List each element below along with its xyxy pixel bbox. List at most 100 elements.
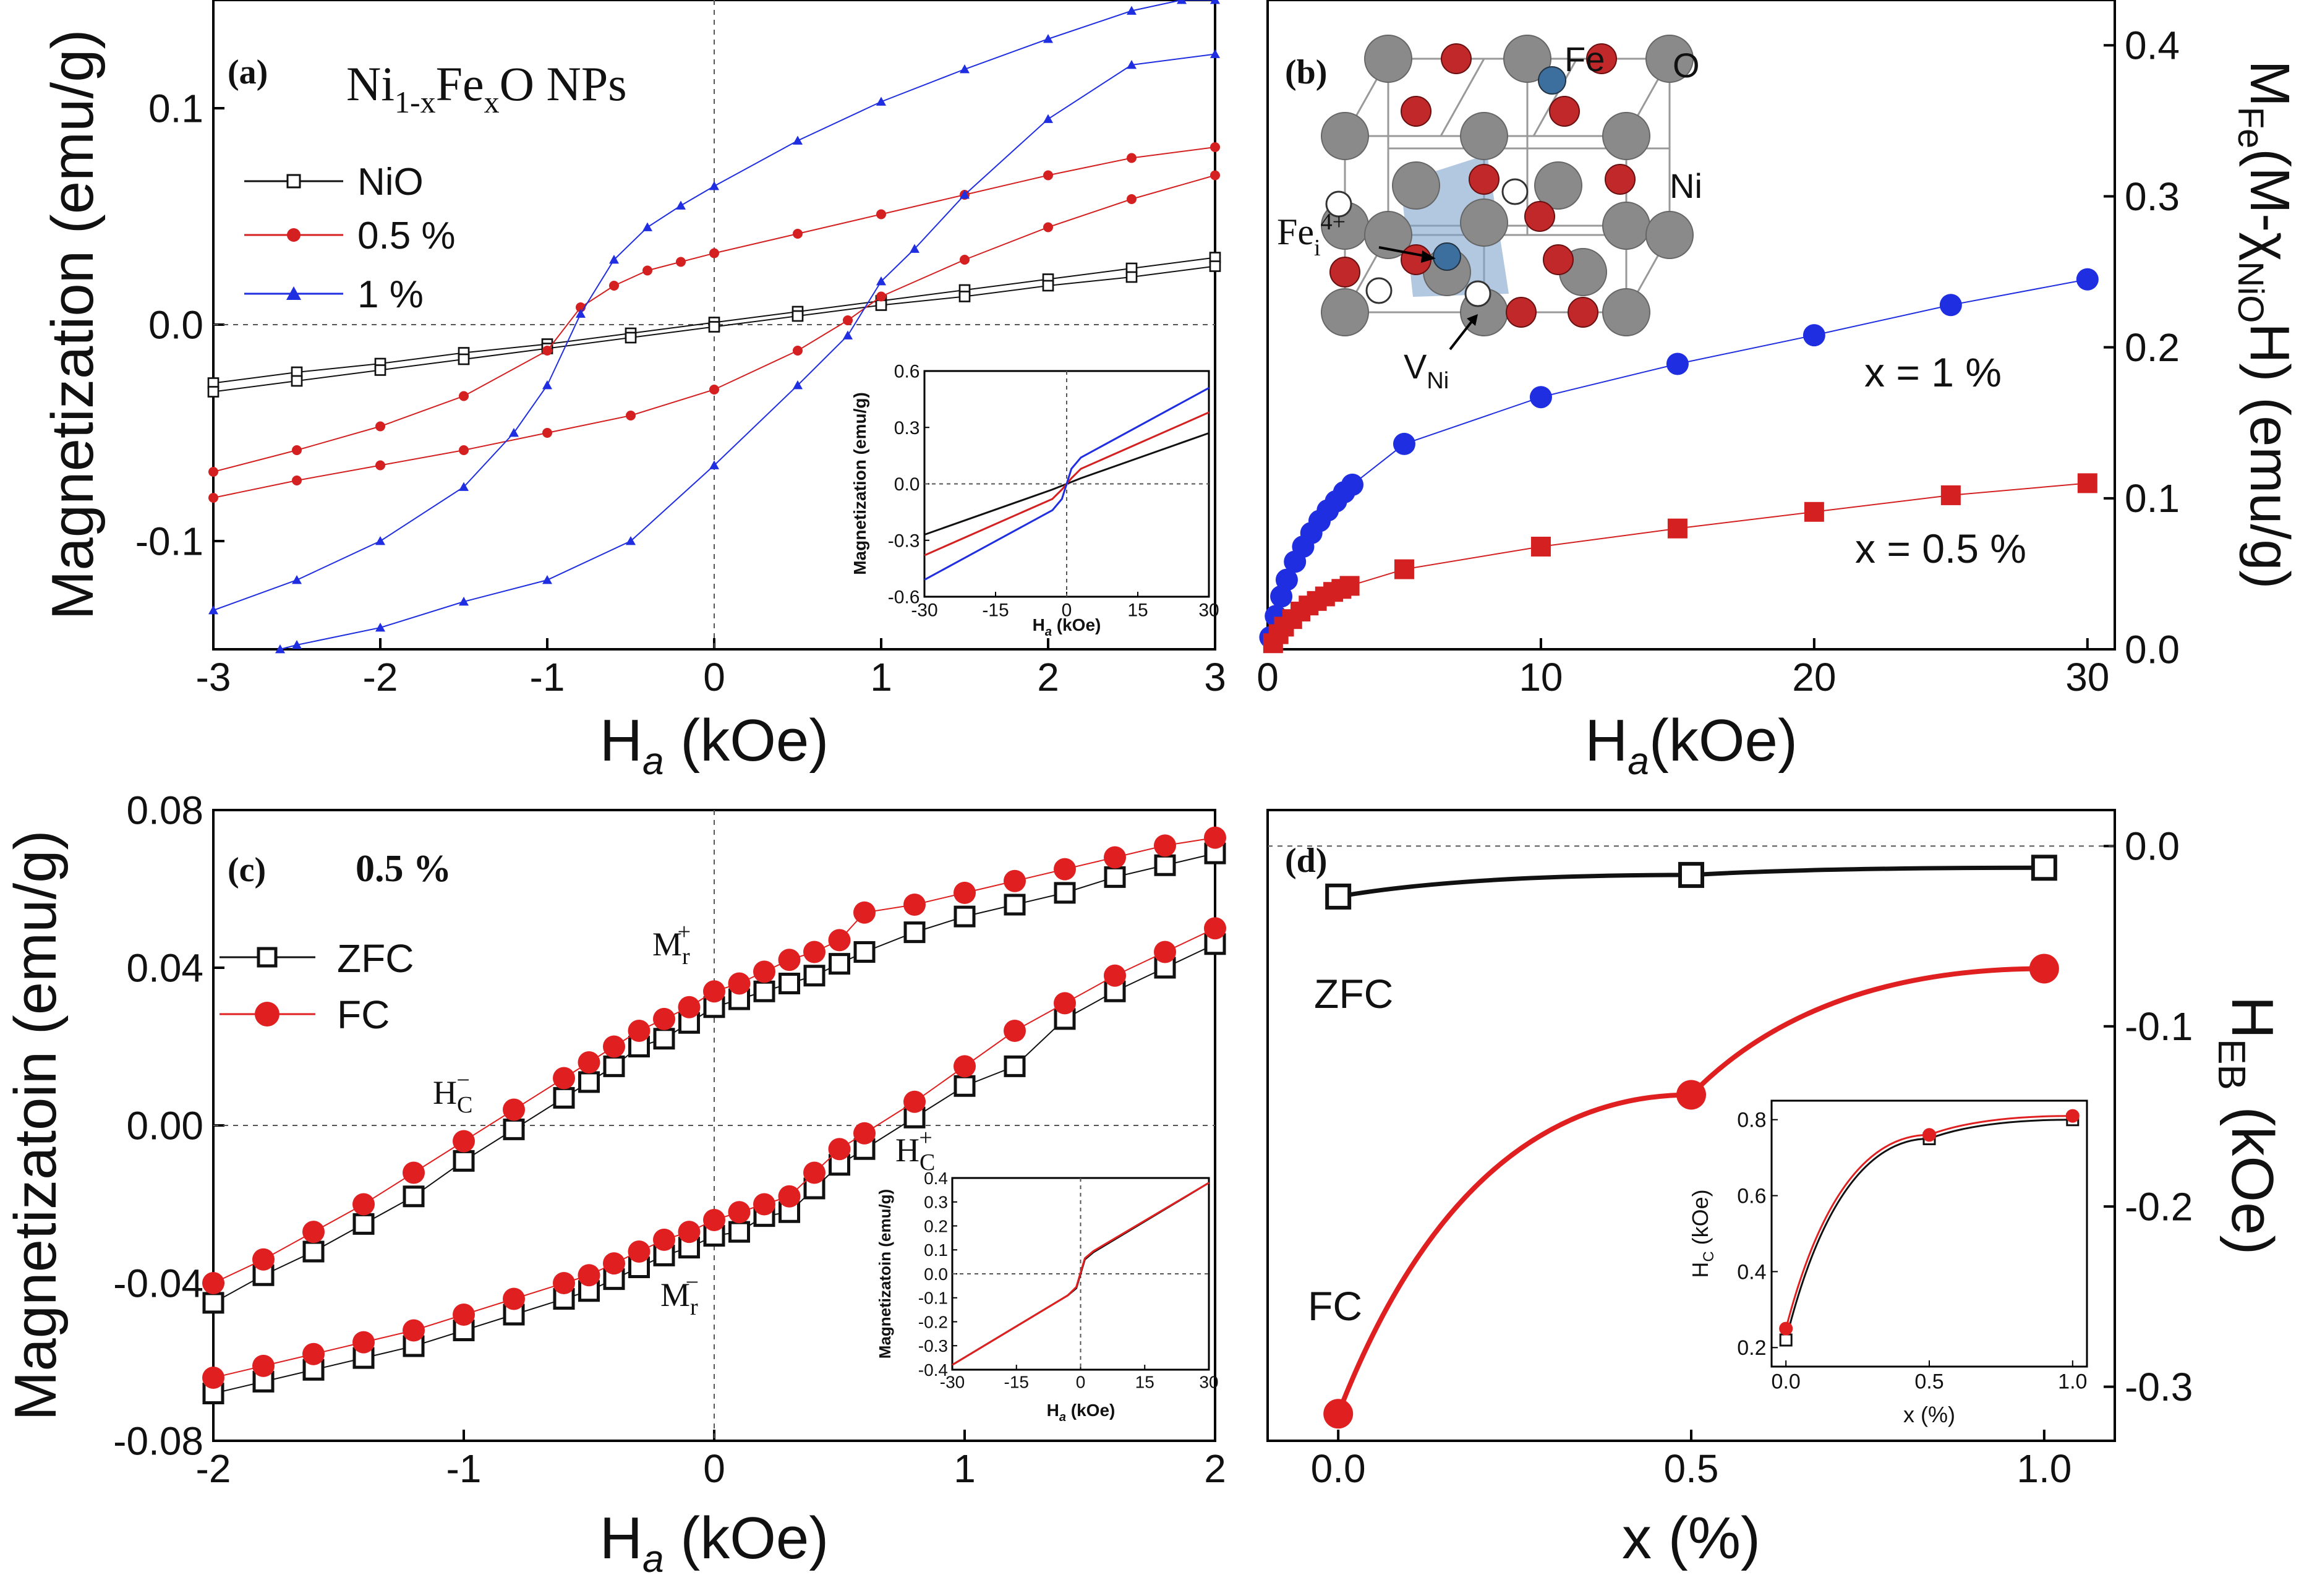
x-tick-label: 15 — [1135, 1372, 1154, 1391]
data-point — [603, 1252, 625, 1275]
x-tick-label: 1 — [954, 1446, 976, 1491]
x-tick-label: -2 — [363, 655, 398, 699]
data-point — [628, 1020, 651, 1042]
panel-c-plot: -2 -1 0 1 2-0.08-0.040.000.040.08 — [113, 788, 1226, 1491]
data-point — [252, 1354, 275, 1377]
fit-curve — [1336, 966, 2044, 1415]
data-point — [292, 575, 302, 584]
data-point — [553, 1272, 575, 1294]
data-point — [202, 1367, 224, 1389]
panel-c-label: (c) — [228, 851, 266, 889]
data-point — [553, 1086, 575, 1109]
data-point — [626, 536, 636, 545]
panel-c-inset-ylabel: Magnetizatoin (emu/g) — [876, 1189, 894, 1359]
y-tick-label: 0.08 — [126, 788, 203, 832]
data-point — [753, 1193, 775, 1216]
data-point — [709, 460, 719, 469]
y-tick-label: 0.8 — [1737, 1109, 1766, 1132]
data-point — [642, 222, 652, 231]
x-tick-label: -2 — [196, 1446, 231, 1491]
legend-label-0.5pct: 0.5 % — [357, 215, 456, 257]
ni-atom — [1602, 202, 1650, 250]
ni-atom — [1392, 161, 1440, 210]
panel-a-inset-ylabel: Magnetization (emu/g) — [850, 392, 869, 575]
panel-d-xlabel: x (%) — [1622, 1505, 1760, 1571]
label-hc-plus: HC+ — [895, 1125, 935, 1176]
data-point — [778, 949, 801, 971]
o-atom — [1441, 43, 1472, 74]
data-point — [903, 894, 926, 916]
y-tick-label: 0.2 — [924, 1216, 948, 1235]
y-tick-label: 0.04 — [126, 945, 203, 990]
lattice-edge — [1532, 58, 1578, 137]
ni-atom — [1364, 211, 1412, 259]
panel-a-annotation: Ni1-xFexO NPs — [346, 57, 627, 119]
y-tick-label: -0.3 — [888, 531, 920, 551]
data-point — [1043, 170, 1053, 181]
panel-a-label: (a) — [228, 53, 268, 92]
data-point — [853, 901, 876, 924]
y-tick-label: 0.2 — [2125, 325, 2180, 370]
data-point — [960, 255, 970, 265]
data-point — [1803, 324, 1825, 347]
legend-marker-1pct — [286, 286, 301, 300]
lattice-edge — [1440, 58, 1485, 137]
inset-data-point — [2065, 1109, 2080, 1123]
data-point — [503, 1287, 525, 1310]
x-tick-label: 30 — [1198, 600, 1219, 621]
data-point — [1004, 869, 1026, 892]
data-point — [503, 1098, 525, 1121]
data-point — [803, 1161, 826, 1184]
data-point — [459, 597, 469, 606]
data-point — [828, 929, 851, 952]
data-point — [375, 460, 385, 471]
data-point — [1804, 501, 1824, 522]
data-point — [352, 1213, 375, 1235]
data-point — [208, 605, 218, 615]
data-point — [576, 309, 586, 318]
legend-marker-zfc — [257, 947, 278, 968]
data-point — [678, 996, 701, 1018]
x-tick-label: 0 — [1257, 655, 1279, 699]
data-point — [793, 380, 803, 390]
data-point — [1104, 964, 1126, 987]
data-point — [1204, 917, 1226, 940]
panel-d-inset-plot: 0.0 0.5 1.0 0.2 0.4 0.6 0.8 — [1737, 1109, 2087, 1394]
data-point — [603, 1055, 625, 1077]
data-point — [1154, 834, 1176, 857]
arrow-vni — [1449, 320, 1473, 351]
data-point — [642, 265, 652, 276]
data-point — [876, 209, 886, 220]
x-tick-label: 10 — [1519, 655, 1563, 699]
data-point — [903, 1090, 926, 1113]
y-tick-label: 0.3 — [2125, 174, 2180, 219]
data-point — [2076, 268, 2099, 291]
crystal-label-fei: Fei4+ — [1277, 209, 1346, 261]
x-tick-label: 0.5 — [1664, 1446, 1719, 1491]
data-point — [1125, 271, 1138, 283]
y-tick-label: 0.1 — [924, 1240, 948, 1260]
o-atom — [1605, 164, 1636, 195]
x-tick-label: -1 — [446, 1446, 482, 1491]
data-point — [291, 375, 303, 387]
data-point — [1104, 846, 1126, 869]
data-point — [207, 386, 220, 398]
data-point — [728, 1201, 751, 1224]
panel-b-ylabel: MFe(M-χNiOH) (emu/g) — [2230, 61, 2300, 589]
data-point — [1054, 858, 1076, 881]
data-point — [578, 1051, 600, 1073]
data-point — [1004, 894, 1026, 916]
crystal-label-ni: Ni — [1670, 166, 1702, 205]
data-point — [1127, 153, 1137, 163]
inset-series-line — [924, 387, 1210, 581]
x-tick-label: 15 — [1127, 600, 1148, 621]
y-tick-label: -0.4 — [918, 1360, 948, 1380]
panel-c-inset: -30 -15 0 15 30 -0.4 -0.3 -0.2 -0.1 0.0 0.1 0.2 0.3 0… — [876, 1169, 1219, 1424]
y-tick-label: 0.3 — [894, 418, 920, 438]
data-point — [853, 941, 876, 963]
data-point — [252, 1248, 275, 1271]
panel-c-inset-xlabel: Ha (kOe) — [1047, 1401, 1116, 1424]
data-point — [202, 1272, 224, 1294]
data-point — [954, 881, 976, 904]
data-point — [853, 1122, 876, 1145]
